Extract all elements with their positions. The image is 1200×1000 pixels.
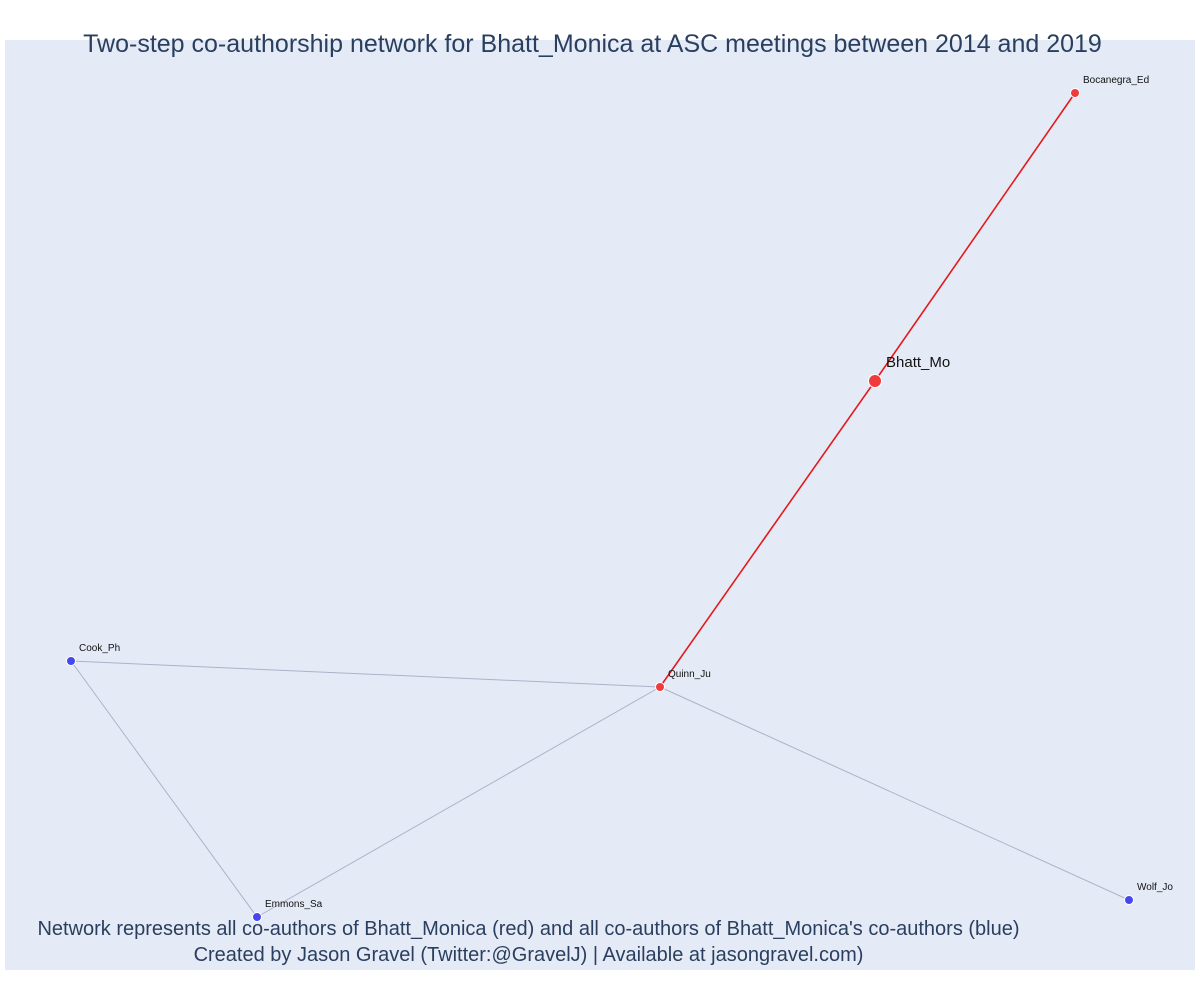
node-label-Cook_Ph: Cook_Ph [79,643,120,654]
node-Emmons_Sa[interactable] [252,912,262,922]
node-label-Emmons_Sa: Emmons_Sa [265,899,323,910]
edge-Cook_Ph-Emmons_Sa [70,660,258,918]
edge-Bhatt_Mo-Bocanegra_Ed [874,92,1076,382]
node-Bhatt_Mo[interactable] [868,374,882,388]
node-label-Bhatt_Mo: Bhatt_Mo [886,354,950,371]
labels-layer: Bhatt_Mo Bocanegra_Ed Quinn_Ju Cook_Ph Emmon… [79,75,1173,910]
node-Cook_Ph[interactable] [66,656,76,666]
plot-area: Bhatt_Mo Bocanegra_Ed Quinn_Ju Cook_Ph Emmon… [5,40,1195,970]
edge-Quinn_Ju-Emmons_Sa [256,686,661,918]
node-Wolf_Jo[interactable] [1124,895,1134,905]
node-label-Wolf_Jo: Wolf_Jo [1137,882,1173,893]
node-Bocanegra_Ed[interactable] [1070,88,1080,98]
edge-Bhatt_Mo-Quinn_Ju [659,380,876,688]
chart-title: Two-step co-authorship network for Bhatt… [83,30,1102,58]
edge-Quinn_Ju-Cook_Ph [70,660,661,688]
node-label-Quinn_Ju: Quinn_Ju [668,669,711,680]
node-label-Bocanegra_Ed: Bocanegra_Ed [1083,75,1149,86]
node-Quinn_Ju[interactable] [655,682,665,692]
nodes-layer [66,88,1134,922]
edge-Quinn_Ju-Wolf_Jo [659,686,1130,901]
caption-line-2: Created by Jason Gravel (Twitter:@Gravel… [193,944,864,966]
edges-layer [70,92,1130,918]
network-graph: Bhatt_Mo Bocanegra_Ed Quinn_Ju Cook_Ph Emmon… [66,75,1173,922]
caption-line-1: Network represents all co-authors of Bha… [37,918,1020,940]
